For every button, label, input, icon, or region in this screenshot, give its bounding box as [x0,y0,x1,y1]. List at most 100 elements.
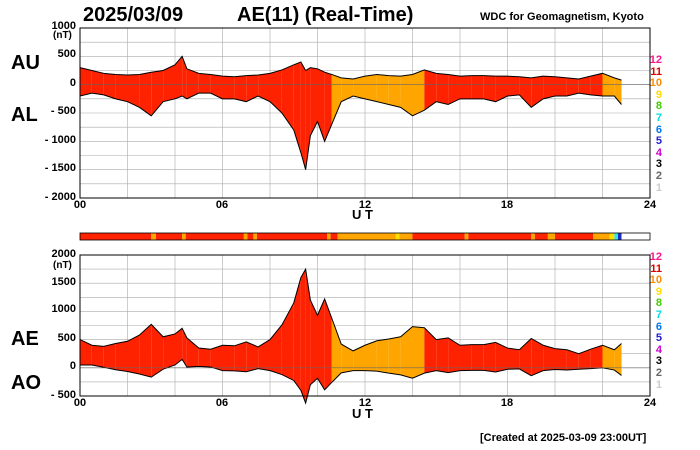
bottom-band-segment [234,341,247,372]
activity-bar-segment [182,233,186,240]
bottom-y-tick: 500 [57,332,76,344]
bottom-band-segment [91,345,104,368]
bottom-band-segment [388,336,401,375]
bottom-band-segment [198,348,211,367]
bottom-band-segment [365,340,377,372]
activity-scale-label: 3 [655,158,662,171]
bottom-x-tick: 24 [643,397,657,409]
bottom-band-segment [566,349,579,371]
bottom-band-segment [246,341,259,372]
al-series-label: AL [11,104,38,126]
ao-line [80,358,622,405]
bottom-band-segment [353,345,365,371]
top-band-segment [460,75,472,99]
bottom-band-segment [531,338,544,376]
top-band-segment [139,72,152,116]
bottom-band-segment [614,343,622,376]
bottom-band-segment [519,338,532,376]
activity-scale-label: 4 [655,146,662,159]
activity-scale-label: 5 [655,332,662,345]
top-band-segment [483,75,496,102]
bottom-y-tick: 0 [69,360,76,372]
created-timestamp: [Created at 2025-03-09 23:00UT] [480,432,647,444]
top-band-segment [543,76,555,99]
bottom-x-axis-label: U T [352,406,373,421]
bottom-band-segment [555,348,567,371]
activity-bar-segment [617,233,622,240]
activity-scale-label: 8 [655,100,662,113]
top-band-segment [436,73,449,105]
bottom-band-segment [436,337,449,373]
top-band-segment [293,62,301,153]
top-band-segment [175,56,183,99]
activity-bar-segment [399,233,413,240]
top-band-segment [376,74,389,105]
activity-bar-segment [243,233,248,240]
bottom-y-tick: - 500 [50,389,76,401]
top-band-segment [163,64,175,102]
top-band-segment [91,70,104,95]
activity-bar-segment [256,233,327,240]
bottom-band-segment [258,339,270,371]
plot-date: 2025/03/09 [83,4,184,26]
bottom-band-segment [317,298,325,390]
activity-scale-label: 2 [655,367,662,379]
bottom-y-tick: 1000 [51,303,76,315]
activity-bar-segment [395,233,400,240]
bottom-band-segment [471,344,484,371]
top-band-segment [531,76,544,108]
bottom-band-segment [602,345,615,371]
bottom-band-segment [182,328,187,367]
top-x-axis-label: U T [352,207,373,222]
top-band-segment [324,72,332,142]
top-x-tick: 12 [358,199,372,211]
bottom-band-segment [460,344,472,371]
plot-title: AE(11) (Real-Time) [237,4,414,26]
top-band-segment [198,73,211,94]
top-y-tick: 500 [57,48,76,60]
top-band-segment [495,76,508,102]
bottom-band-segment [448,337,460,373]
top-band-segment [353,76,365,99]
bottom-band-segment [495,342,508,373]
top-band-segment [471,75,484,99]
top-band-segment [115,74,128,102]
top-y-tick: - 1000 [44,134,76,146]
top-band-segment [80,67,92,96]
activity-scale-label: 6 [655,320,662,333]
bottom-x-tick: 12 [358,397,372,409]
top-band-segment [448,74,460,105]
bottom-band-segment [305,269,311,404]
bottom-y-tick: 1500 [51,276,76,288]
top-band-segment [388,75,401,108]
bottom-band-segment [507,348,520,370]
top-band-segment [507,76,520,96]
activity-bar-segment [185,233,244,240]
activity-scale-label: 5 [655,135,662,148]
top-x-tick: 24 [643,199,657,211]
top-band-segment [566,77,579,96]
activity-bar-segment [156,233,183,240]
top-band-segment [400,74,413,116]
bottom-band-segment [331,318,342,383]
bottom-band-segment [127,335,140,375]
activity-scale-label: 11 [650,262,662,275]
activity-bar-segment [534,233,548,240]
bottom-band-segment [293,277,301,391]
activity-scale-label: 9 [655,285,662,298]
activity-bar-segment [80,233,152,240]
bottom-band-segment [270,324,282,375]
bottom-band-segment [175,328,183,365]
activity-scale-label: 8 [655,297,662,310]
activity-bar-segment [555,233,593,240]
activity-bar-segment [327,233,331,240]
activity-bar-segment [330,233,338,240]
bottom-band-segment [483,342,496,373]
top-band-segment [365,74,377,102]
top-band-segment [317,68,325,142]
top-band-segment [103,73,116,99]
top-band-segment [270,69,282,113]
activity-bar-segment [609,233,615,240]
top-band-segment [234,75,247,102]
top-y-unit: (nT) [53,30,72,41]
